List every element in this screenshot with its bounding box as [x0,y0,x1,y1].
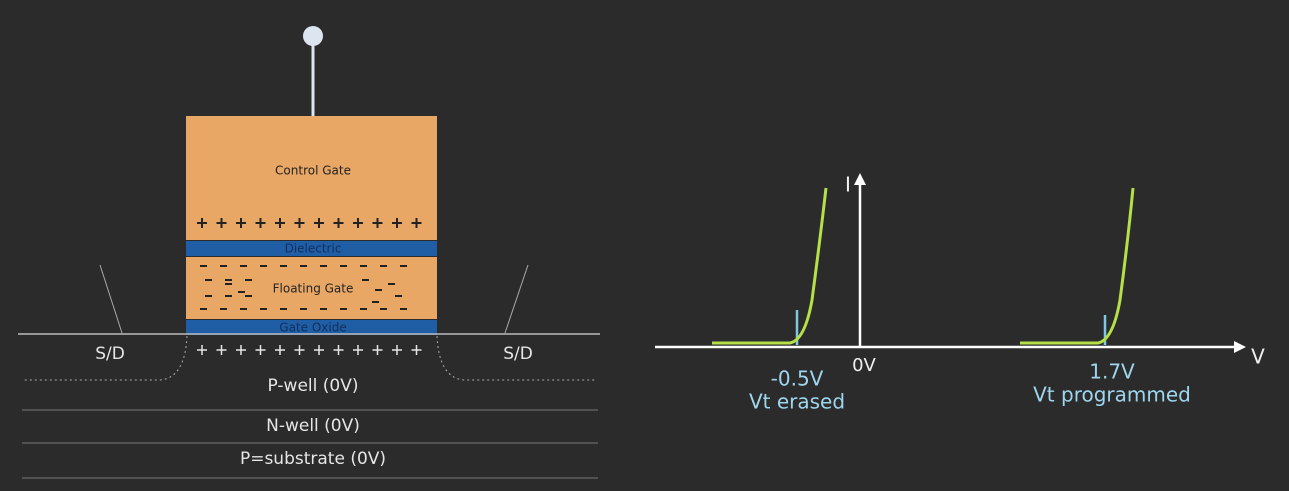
negative-charges [200,265,407,310]
junction [504,264,529,334]
iv-curve-erased [712,187,828,345]
control-gate-label: Control Gate [275,164,351,178]
junction [99,264,123,334]
layer-label: N-well (0V) [266,416,360,436]
vt-value: -0.5V [771,367,824,391]
iv-graph: I V 0V -0.5V Vt erased 1.7V Vt programme… [655,173,1265,414]
channel-charges [197,345,422,355]
flash-cell: Control Gate Dielectric Floating Gate Ga… [18,26,600,479]
layer-label: P-well (0V) [268,376,359,396]
gate-terminal [303,26,323,46]
well-boundary [22,335,188,381]
arrow [854,173,866,185]
vt-value: 1.7V [1089,360,1135,384]
gate-oxide [186,320,437,335]
dielectric-label: Dielectric [285,242,342,256]
vt-label: Vt erased [749,390,845,414]
origin-label: 0V [852,355,876,376]
gate-oxide-label: Gate Oxide [279,321,346,335]
well-boundary [436,335,595,381]
label-bg [268,281,356,297]
y-axis-label: I [845,173,851,197]
sd-label: S/D [95,344,125,364]
floating-gate-label: Floating Gate [273,282,354,296]
arrow [1234,341,1246,353]
dielectric [186,241,437,256]
control-gate [186,116,437,240]
sd-label: S/D [503,344,533,364]
layer-label: P=substrate (0V) [240,449,386,469]
iv-curve-programmed [1020,187,1135,345]
x-axis-label: V [1251,345,1265,369]
vt-label: Vt programmed [1033,383,1191,407]
positive-charges [197,218,422,228]
